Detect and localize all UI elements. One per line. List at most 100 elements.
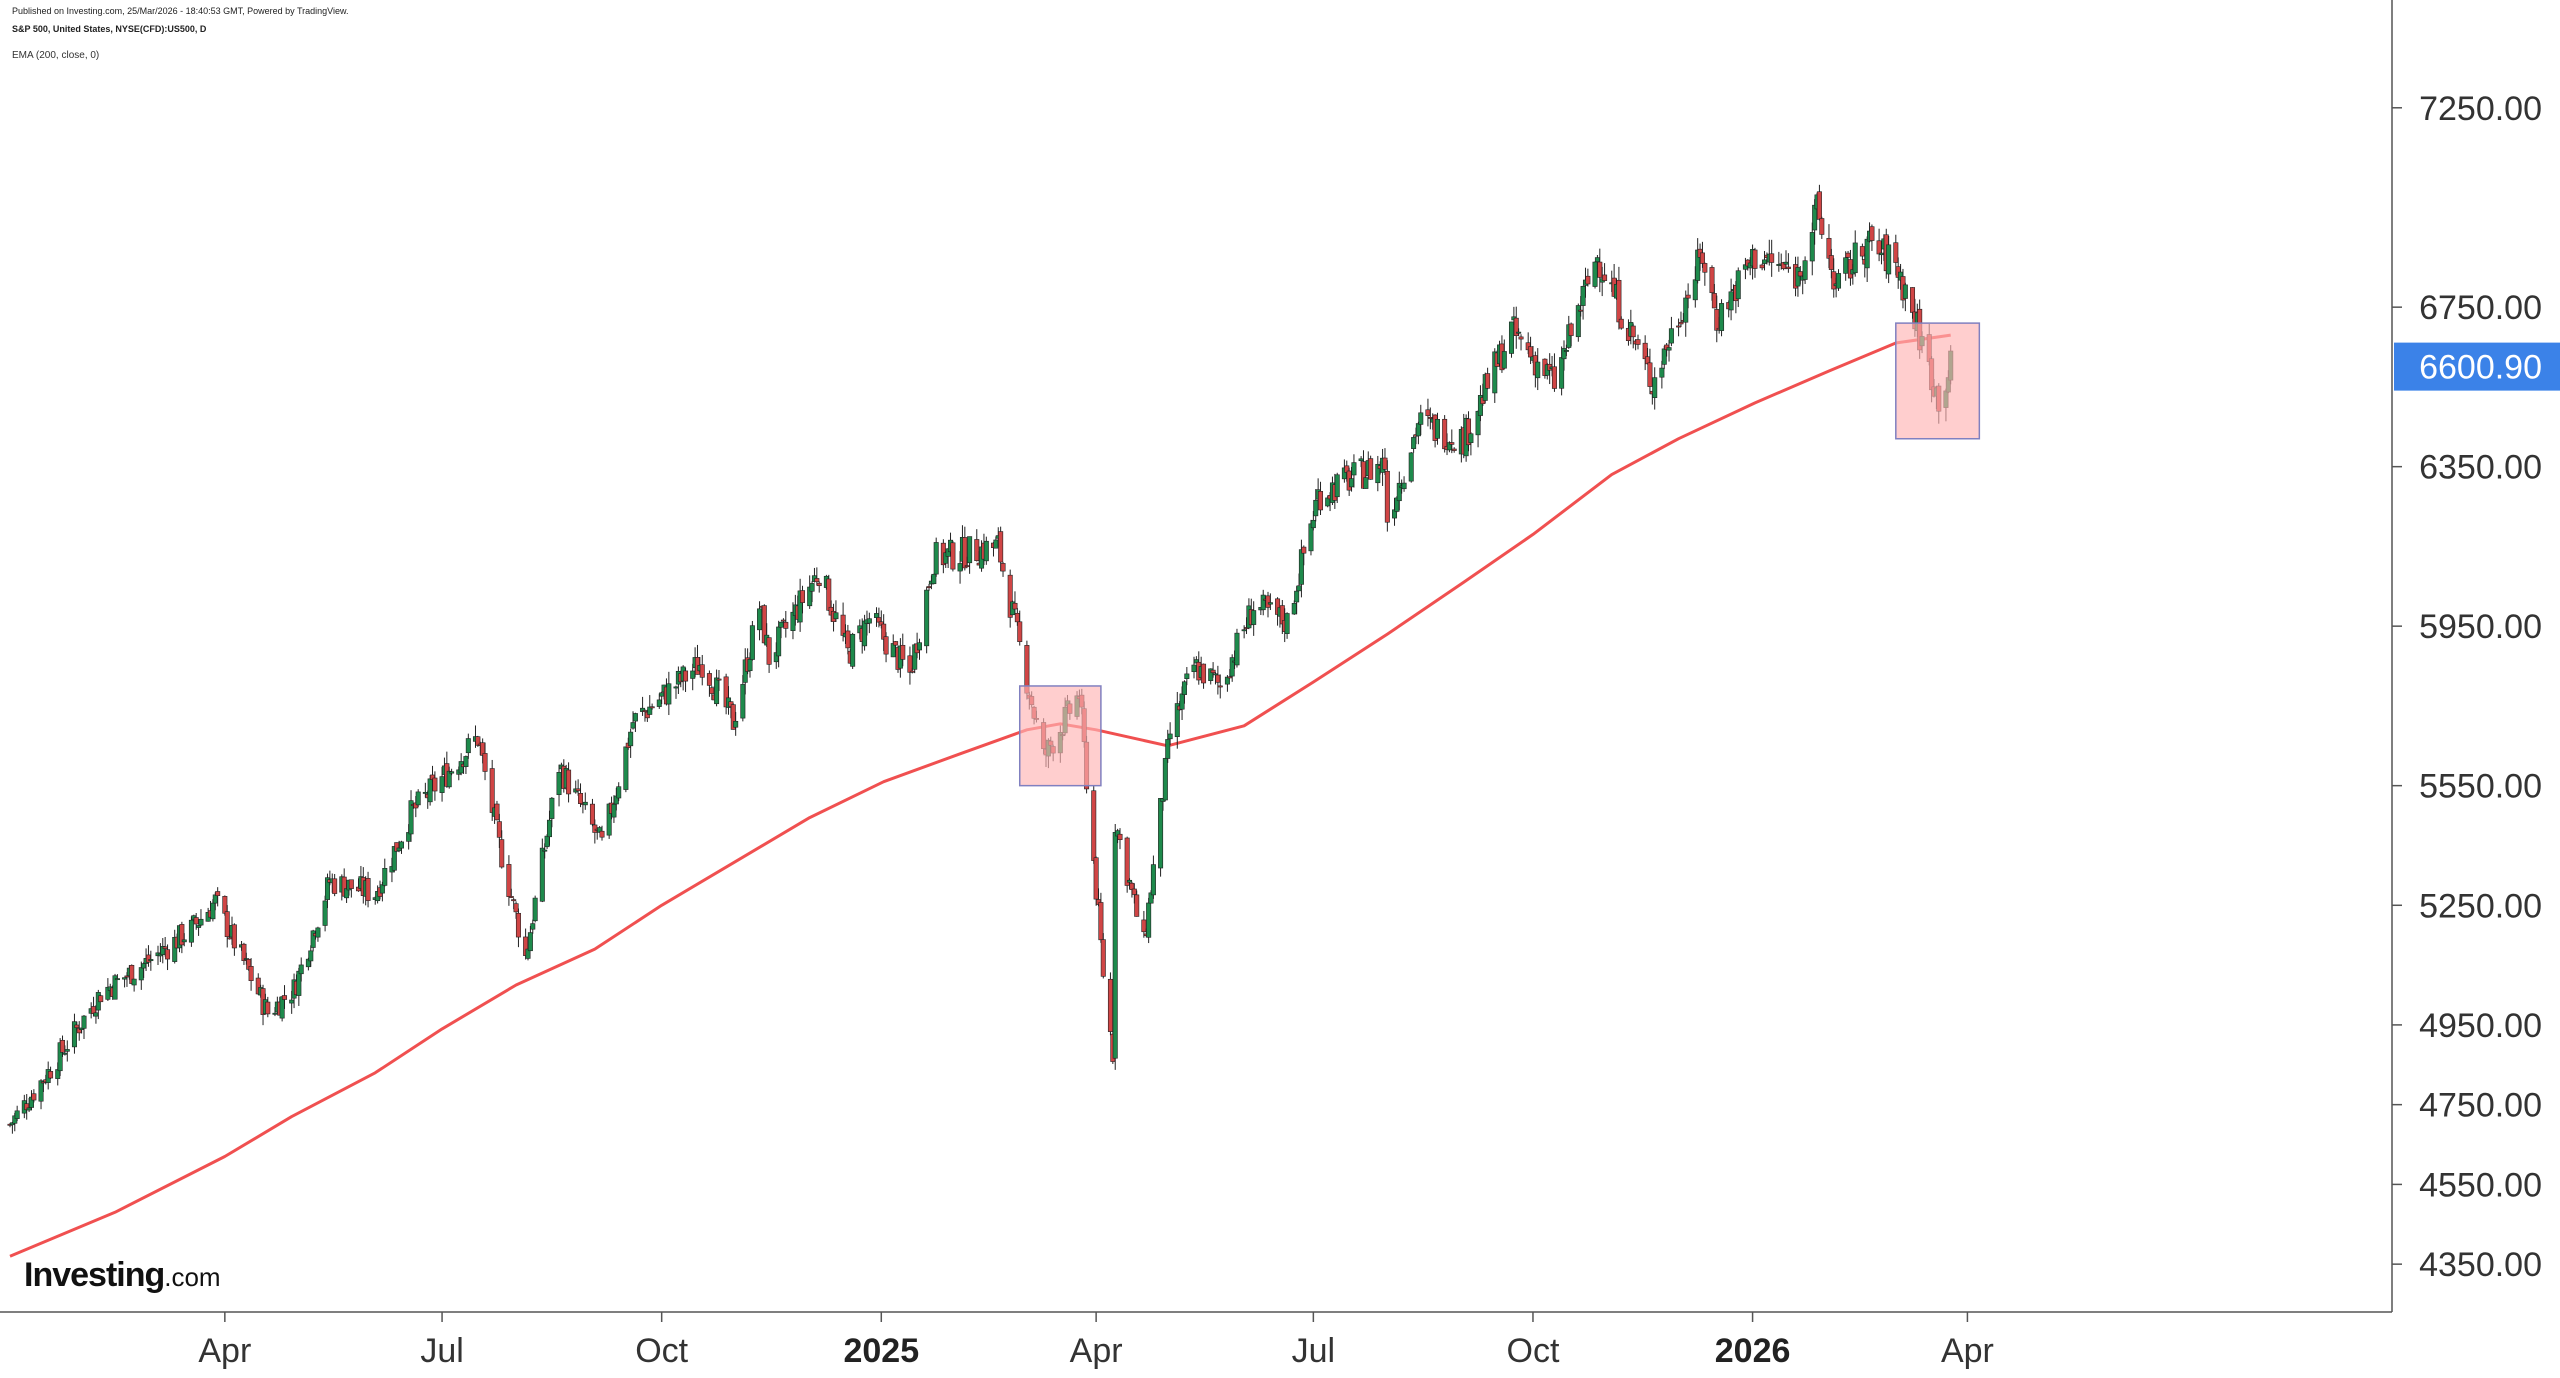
candle-up: [1668, 328, 1674, 344]
candle-up: [1415, 423, 1421, 437]
candle-up: [1795, 267, 1801, 287]
candle-down: [1124, 837, 1130, 886]
candle-up: [1260, 594, 1266, 611]
candle-up: [809, 583, 815, 592]
candle-up: [322, 900, 328, 926]
candle-down: [1859, 246, 1865, 257]
candle-up: [71, 1021, 77, 1048]
x-tick-label: Apr: [1941, 1332, 1994, 1370]
candle-down: [1466, 418, 1472, 446]
y-tick-label: 4750.00: [2419, 1087, 2542, 1125]
candle-up: [532, 897, 538, 922]
candle-up: [1150, 864, 1156, 896]
candle-up: [1809, 232, 1815, 262]
x-tick-label: Oct: [1507, 1332, 1560, 1370]
candle-down: [578, 793, 584, 804]
candle-down: [282, 995, 288, 1000]
candle-up: [427, 778, 433, 803]
candle-up: [1162, 758, 1168, 801]
candle-down: [1685, 294, 1691, 299]
candle-down: [1485, 373, 1491, 389]
x-tick-label: 2025: [843, 1332, 919, 1370]
candle-down: [709, 687, 715, 694]
candle-up: [1291, 603, 1297, 615]
candle-down: [1513, 317, 1519, 336]
candle-up: [611, 804, 617, 818]
candle-up: [14, 1110, 20, 1119]
candle-down: [962, 537, 968, 569]
candle-up: [296, 970, 302, 996]
candle-down: [508, 896, 514, 898]
y-tick-label: 5250.00: [2419, 887, 2542, 925]
candle-down: [1578, 309, 1584, 312]
candle-up: [279, 996, 285, 1019]
candle-up: [1501, 351, 1507, 369]
candle-down: [489, 768, 495, 813]
candle-up: [1468, 433, 1474, 444]
candle-down: [1141, 919, 1147, 933]
candle-up: [1592, 261, 1598, 287]
candle-down: [365, 878, 371, 901]
candle-up: [324, 877, 330, 900]
candle-up: [866, 618, 872, 624]
candle-down: [1384, 470, 1390, 523]
candle-up: [398, 841, 404, 849]
candle-up: [1843, 257, 1849, 274]
candle-up: [1864, 238, 1870, 269]
candle-down: [1425, 409, 1431, 416]
candle-up: [1112, 832, 1118, 1059]
candle-up: [465, 738, 471, 754]
candle-up: [408, 800, 414, 835]
candle-down: [826, 578, 832, 611]
candle-down: [1714, 309, 1720, 331]
candle-down: [1134, 894, 1140, 917]
candle-down: [1759, 264, 1765, 269]
candle-down: [513, 903, 519, 913]
candle-up: [542, 849, 548, 852]
candle-up: [1508, 321, 1514, 354]
candle-down: [482, 753, 488, 772]
candle-down: [74, 1024, 80, 1028]
candle-down: [649, 706, 655, 709]
candle-up: [122, 977, 128, 980]
candle-down: [699, 664, 705, 678]
candle-down: [909, 670, 915, 673]
candle-up: [315, 927, 321, 938]
candle-down: [494, 803, 500, 821]
candle-down: [332, 878, 338, 894]
candle-up: [210, 902, 216, 920]
x-tick-label: Apr: [198, 1332, 251, 1370]
candle-up: [196, 925, 202, 928]
candle-up: [62, 1052, 68, 1055]
candle-down: [265, 1001, 271, 1015]
candle-down: [642, 710, 648, 712]
ema-200-line: [9, 333, 1951, 1258]
candle-down: [1201, 663, 1207, 684]
x-tick-label: Jul: [1292, 1332, 1335, 1370]
candle-down: [1117, 833, 1123, 840]
candle-down: [1098, 902, 1104, 941]
candle-up: [1878, 252, 1884, 256]
candle-down: [1602, 274, 1608, 281]
candle-up: [924, 589, 930, 647]
candle-up: [890, 643, 896, 658]
logo-domain: .com: [164, 1262, 221, 1292]
y-tick-label: 5950.00: [2419, 608, 2542, 646]
candle-up: [714, 677, 720, 705]
candle-up: [1580, 285, 1586, 306]
candle-down: [566, 769, 572, 795]
candle-up: [112, 975, 118, 1000]
candle-down: [31, 1093, 37, 1101]
candle-up: [733, 720, 739, 728]
candle-down: [1451, 448, 1457, 451]
candle-up: [931, 573, 937, 585]
candle-up: [546, 819, 552, 838]
candle-down: [1131, 888, 1137, 895]
x-axis-ticks: Apr Jul Oct 2025 Apr Jul Oct 2026 Apr: [198, 1312, 1994, 1370]
candle-down: [1518, 336, 1524, 340]
candle-down: [926, 586, 932, 588]
candle-down: [1091, 790, 1097, 861]
candle-down: [800, 590, 806, 603]
candle-up: [141, 963, 147, 969]
candle-up: [1158, 798, 1164, 869]
